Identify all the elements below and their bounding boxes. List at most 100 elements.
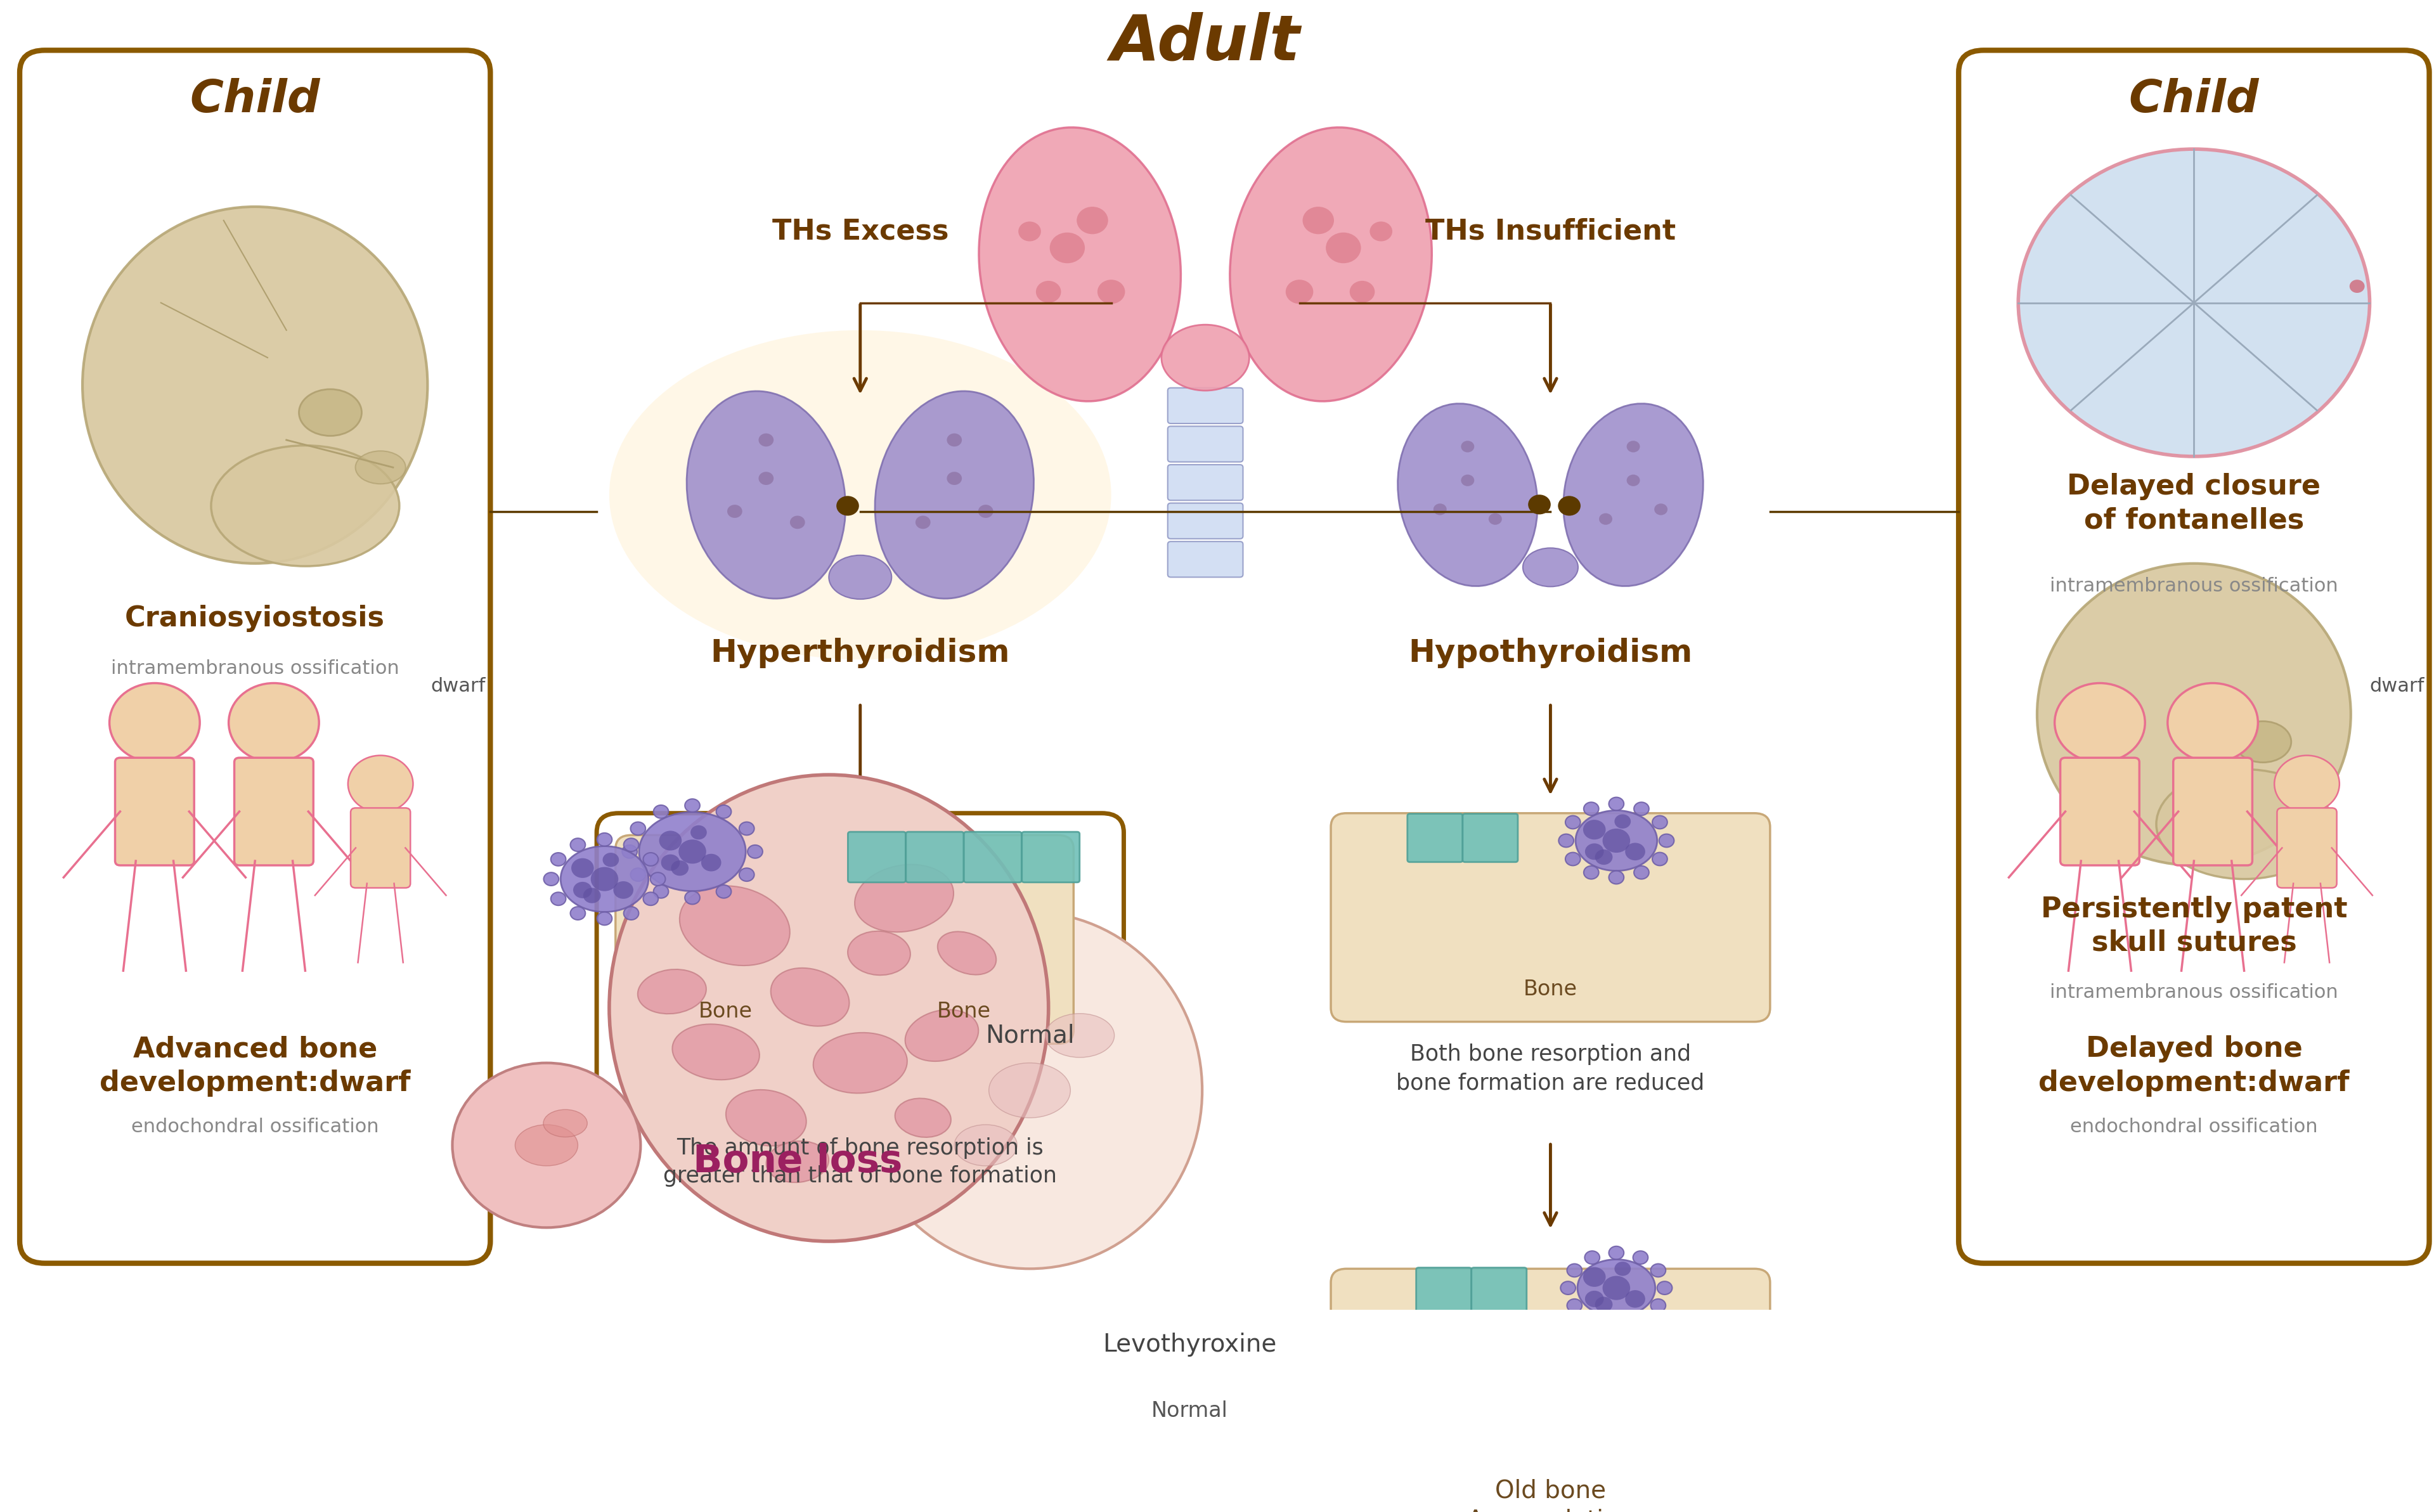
FancyBboxPatch shape <box>1336 1483 1765 1512</box>
FancyBboxPatch shape <box>596 813 1125 1114</box>
Ellipse shape <box>638 969 706 1015</box>
Ellipse shape <box>937 931 996 975</box>
Text: The amount of bone resorption is
greater than that of bone formation: The amount of bone resorption is greater… <box>664 1137 1056 1187</box>
Circle shape <box>1633 1250 1648 1264</box>
Circle shape <box>1633 803 1648 815</box>
FancyBboxPatch shape <box>234 758 314 865</box>
Ellipse shape <box>725 1090 806 1146</box>
Circle shape <box>229 683 319 762</box>
Circle shape <box>623 845 638 859</box>
Circle shape <box>1351 281 1375 302</box>
Circle shape <box>643 853 657 866</box>
Circle shape <box>1585 866 1599 878</box>
Text: Levothyroxine: Levothyroxine <box>1103 1332 1278 1356</box>
Circle shape <box>1370 222 1392 242</box>
Circle shape <box>1567 1299 1582 1312</box>
Circle shape <box>1585 844 1604 860</box>
FancyBboxPatch shape <box>1959 50 2429 1263</box>
Circle shape <box>1650 1299 1665 1312</box>
Circle shape <box>1529 494 1550 514</box>
Circle shape <box>1558 496 1580 516</box>
Circle shape <box>1460 442 1475 452</box>
Circle shape <box>1614 815 1631 829</box>
Text: intramembranous ossification: intramembranous ossification <box>112 659 399 677</box>
Circle shape <box>759 472 774 485</box>
FancyBboxPatch shape <box>1168 426 1244 463</box>
Circle shape <box>623 907 638 919</box>
FancyBboxPatch shape <box>964 832 1022 883</box>
FancyBboxPatch shape <box>1168 541 1244 578</box>
Ellipse shape <box>1563 404 1704 587</box>
Ellipse shape <box>767 1142 828 1182</box>
Ellipse shape <box>857 912 1202 1269</box>
Ellipse shape <box>212 446 399 565</box>
Ellipse shape <box>854 865 954 931</box>
Circle shape <box>728 505 742 519</box>
Circle shape <box>791 516 806 529</box>
Ellipse shape <box>560 847 647 912</box>
Circle shape <box>1076 207 1107 234</box>
FancyBboxPatch shape <box>1331 813 1770 1022</box>
Circle shape <box>2273 756 2339 812</box>
Circle shape <box>1434 503 1446 516</box>
Ellipse shape <box>905 1010 978 1061</box>
FancyBboxPatch shape <box>350 807 411 888</box>
Ellipse shape <box>813 1033 908 1093</box>
Ellipse shape <box>2037 564 2351 865</box>
Text: intramembranous ossification: intramembranous ossification <box>2049 578 2339 596</box>
FancyBboxPatch shape <box>1463 813 1519 862</box>
FancyBboxPatch shape <box>1407 813 1463 862</box>
Ellipse shape <box>2234 721 2290 762</box>
Circle shape <box>1602 1276 1631 1300</box>
Circle shape <box>2349 280 2363 293</box>
FancyBboxPatch shape <box>905 832 964 883</box>
Circle shape <box>652 804 669 818</box>
Text: Child: Child <box>190 77 321 121</box>
Circle shape <box>1098 280 1125 304</box>
Circle shape <box>1609 797 1623 810</box>
Circle shape <box>660 830 682 851</box>
Circle shape <box>1655 503 1667 516</box>
FancyBboxPatch shape <box>2174 758 2251 865</box>
Circle shape <box>1582 820 1606 839</box>
Ellipse shape <box>874 392 1034 599</box>
Circle shape <box>2018 150 2371 457</box>
Text: Bone loss: Bone loss <box>694 1143 903 1181</box>
Circle shape <box>604 853 618 866</box>
Text: intramembranous ossification: intramembranous ossification <box>2049 983 2339 1002</box>
Circle shape <box>1585 1312 1599 1325</box>
Ellipse shape <box>83 207 428 564</box>
Circle shape <box>701 854 720 871</box>
Circle shape <box>110 683 200 762</box>
Circle shape <box>1609 1317 1623 1329</box>
Circle shape <box>550 853 565 866</box>
Ellipse shape <box>608 330 1112 659</box>
Circle shape <box>1565 815 1580 829</box>
Circle shape <box>1285 280 1314 304</box>
FancyBboxPatch shape <box>1022 832 1081 883</box>
Ellipse shape <box>686 392 845 599</box>
Ellipse shape <box>830 555 891 599</box>
Circle shape <box>740 868 755 881</box>
Circle shape <box>684 798 701 812</box>
Circle shape <box>978 505 993 519</box>
Circle shape <box>747 845 762 859</box>
Circle shape <box>1558 835 1575 847</box>
FancyBboxPatch shape <box>1168 464 1244 500</box>
Circle shape <box>1594 850 1614 865</box>
Circle shape <box>652 885 669 898</box>
Text: Both bone resorption and
bone formation are reduced: Both bone resorption and bone formation … <box>1397 1043 1704 1093</box>
Circle shape <box>1327 233 1361 263</box>
Circle shape <box>572 881 591 898</box>
Ellipse shape <box>847 931 910 975</box>
Circle shape <box>947 472 961 485</box>
FancyBboxPatch shape <box>1331 1269 1770 1512</box>
Circle shape <box>1594 1297 1614 1312</box>
Text: Advanced bone
development:dwarf: Advanced bone development:dwarf <box>100 1036 411 1096</box>
Circle shape <box>716 885 730 898</box>
Circle shape <box>348 756 414 812</box>
Text: endochondral ossification: endochondral ossification <box>131 1117 380 1136</box>
Circle shape <box>1660 835 1675 847</box>
Circle shape <box>1626 475 1641 487</box>
Circle shape <box>691 826 706 839</box>
